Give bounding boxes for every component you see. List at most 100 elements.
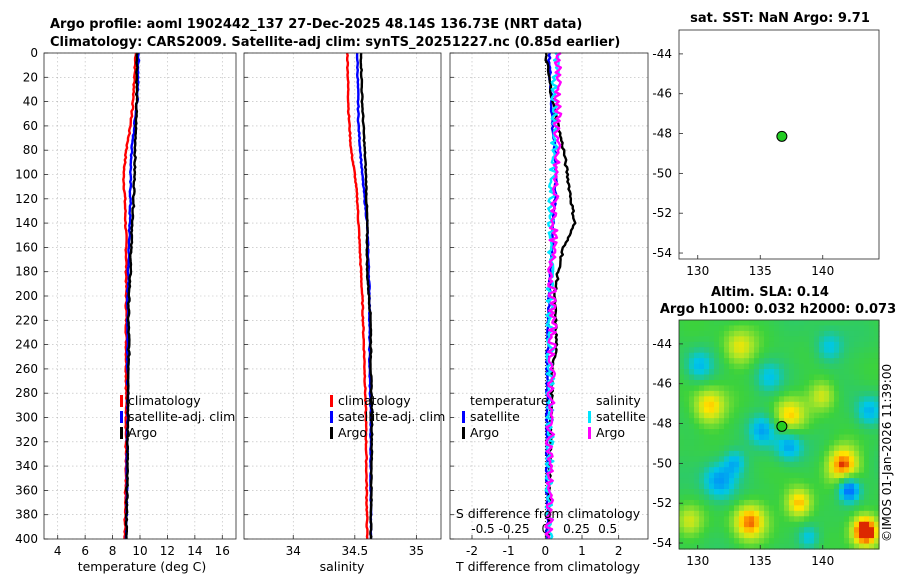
sla-cell: [859, 435, 865, 441]
sla-cell: [789, 413, 795, 419]
sla-cell: [754, 418, 760, 424]
sla-cell: [804, 445, 810, 451]
sla-cell: [794, 473, 800, 479]
sla-cell: [704, 320, 710, 326]
sla-cell: [764, 533, 770, 539]
sla-cell: [709, 451, 715, 457]
sla-cell: [854, 418, 860, 424]
sla-cell: [859, 451, 865, 457]
sla-cell: [694, 516, 700, 522]
sla-cell: [739, 538, 745, 544]
sla-cell: [744, 320, 750, 326]
sla-cell: [719, 402, 725, 408]
sla-cell: [719, 473, 725, 479]
x-tick-label: 8: [109, 544, 117, 558]
sla-cell: [759, 342, 765, 348]
sla-cell: [699, 456, 705, 462]
sla-cell: [714, 473, 720, 479]
sla-cell: [724, 456, 730, 462]
sla-cell: [869, 522, 875, 528]
sla-cell: [799, 440, 805, 446]
sla-cell: [729, 516, 735, 522]
sla-cell: [734, 435, 740, 441]
sla-cell: [839, 396, 845, 402]
sla-cell: [759, 494, 765, 500]
sla-cell: [734, 516, 740, 522]
sla-cell: [849, 429, 855, 435]
sla-cell: [814, 516, 820, 522]
sla-cell: [814, 440, 820, 446]
sla-cell: [714, 424, 720, 430]
sla-cell: [719, 320, 725, 326]
sla-cell: [709, 358, 715, 364]
sla-cell: [679, 331, 685, 337]
y-tick-label: 360: [15, 483, 38, 497]
sla-cell: [764, 391, 770, 397]
sla-cell: [709, 462, 715, 468]
sla-cell: [709, 516, 715, 522]
sla-cell: [779, 385, 785, 391]
sla-cell: [814, 462, 820, 468]
sla-cell: [739, 435, 745, 441]
sla-cell: [739, 440, 745, 446]
sla-cell: [824, 473, 830, 479]
sla-cell: [784, 489, 790, 495]
sla-cell: [849, 325, 855, 331]
sla-cell: [839, 484, 845, 490]
sla-cell: [799, 462, 805, 468]
sla-cell: [869, 516, 875, 522]
sla-cell: [724, 402, 730, 408]
sla-cell: [729, 494, 735, 500]
sla-cell: [759, 364, 765, 370]
sla-cell: [679, 511, 685, 517]
sla-cell: [814, 445, 820, 451]
sla-cell: [744, 511, 750, 517]
sla-cell: [774, 336, 780, 342]
sla-cell: [699, 429, 705, 435]
sla-cell: [714, 407, 720, 413]
sla-cell: [764, 511, 770, 517]
sla-cell: [744, 402, 750, 408]
sla-cell: [774, 396, 780, 402]
sla-cell: [684, 364, 690, 370]
sla-cell: [789, 462, 795, 468]
sla-cell: [834, 364, 840, 370]
sla-cell: [814, 325, 820, 331]
sla-cell: [844, 527, 850, 533]
sla-cell: [679, 385, 685, 391]
sla-cell: [689, 358, 695, 364]
sla-cell: [744, 494, 750, 500]
sla-cell: [684, 516, 690, 522]
sla-cell: [864, 325, 870, 331]
sla-cell: [794, 347, 800, 353]
sla-cell: [724, 511, 730, 517]
sla-cell: [744, 375, 750, 381]
sla-cell: [684, 527, 690, 533]
sla-cell: [719, 391, 725, 397]
sla-cell: [724, 440, 730, 446]
sla-cell: [699, 511, 705, 517]
sla-cell: [769, 429, 775, 435]
sla-cell: [754, 342, 760, 348]
legend-label-t-satellite: satellite: [470, 409, 520, 424]
sla-cell: [704, 429, 710, 435]
y-tick-label: 0: [30, 46, 38, 60]
sla-cell: [724, 364, 730, 370]
sla-cell: [784, 402, 790, 408]
sla-cell: [699, 494, 705, 500]
sla-cell: [829, 407, 835, 413]
sla-cell: [844, 538, 850, 544]
sla-cell: [784, 342, 790, 348]
sla-cell: [714, 331, 720, 337]
sla-cell: [774, 385, 780, 391]
sla-cell: [769, 380, 775, 386]
sla-cell: [759, 375, 765, 381]
sla-cell: [729, 484, 735, 490]
sla-cell: [804, 478, 810, 484]
sla-cell: [774, 407, 780, 413]
sla-cell: [814, 478, 820, 484]
sla-cell: [869, 473, 875, 479]
sla-cell: [829, 325, 835, 331]
sla-cell: [844, 511, 850, 517]
sla-cell: [769, 353, 775, 359]
